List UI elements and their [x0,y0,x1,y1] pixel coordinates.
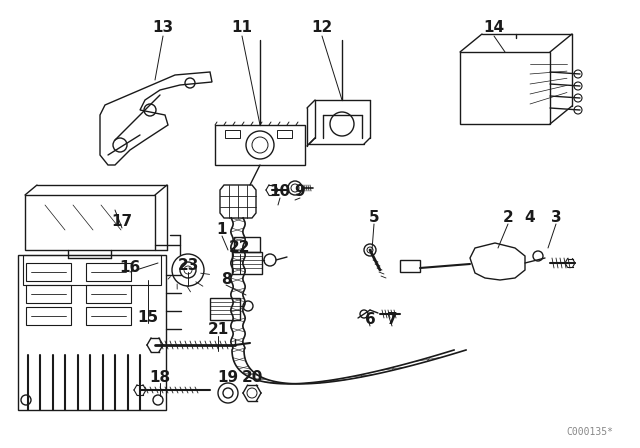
Bar [400,260,420,272]
Text: C000135*: C000135* [566,427,614,437]
Bar [26,307,71,325]
Bar [86,263,131,281]
Bar [225,130,240,138]
Bar [86,285,131,303]
Text: 6: 6 [365,313,376,327]
Bar [234,237,260,252]
Bar [232,252,262,274]
Text: 21: 21 [207,323,228,337]
Text: 23: 23 [177,258,198,273]
Text: 15: 15 [138,310,159,326]
Text: 17: 17 [111,215,132,229]
Text: 9: 9 [294,185,305,199]
Text: 20: 20 [241,370,262,385]
Bar [25,195,155,250]
Text: 10: 10 [269,185,291,199]
Text: 12: 12 [312,21,333,35]
Text: 2: 2 [502,211,513,225]
Text: 7: 7 [387,313,397,327]
Text: 18: 18 [149,370,171,385]
Text: 5: 5 [369,211,380,225]
Text: 19: 19 [218,370,239,385]
Text: 3: 3 [550,211,561,225]
Bar [26,263,71,281]
Text: 8: 8 [221,272,231,288]
Bar [460,52,550,124]
Text: 16: 16 [120,260,141,276]
Text: 11: 11 [232,21,253,35]
Bar [215,125,305,165]
Bar [86,307,131,325]
Bar [210,298,240,320]
Text: 22: 22 [229,241,251,255]
Bar [18,255,166,410]
Bar [23,255,161,285]
Bar [277,130,292,138]
Text: 4: 4 [525,211,535,225]
Text: 14: 14 [483,21,504,35]
Bar [26,285,71,303]
Text: 1: 1 [217,223,227,237]
Text: 13: 13 [152,21,173,35]
